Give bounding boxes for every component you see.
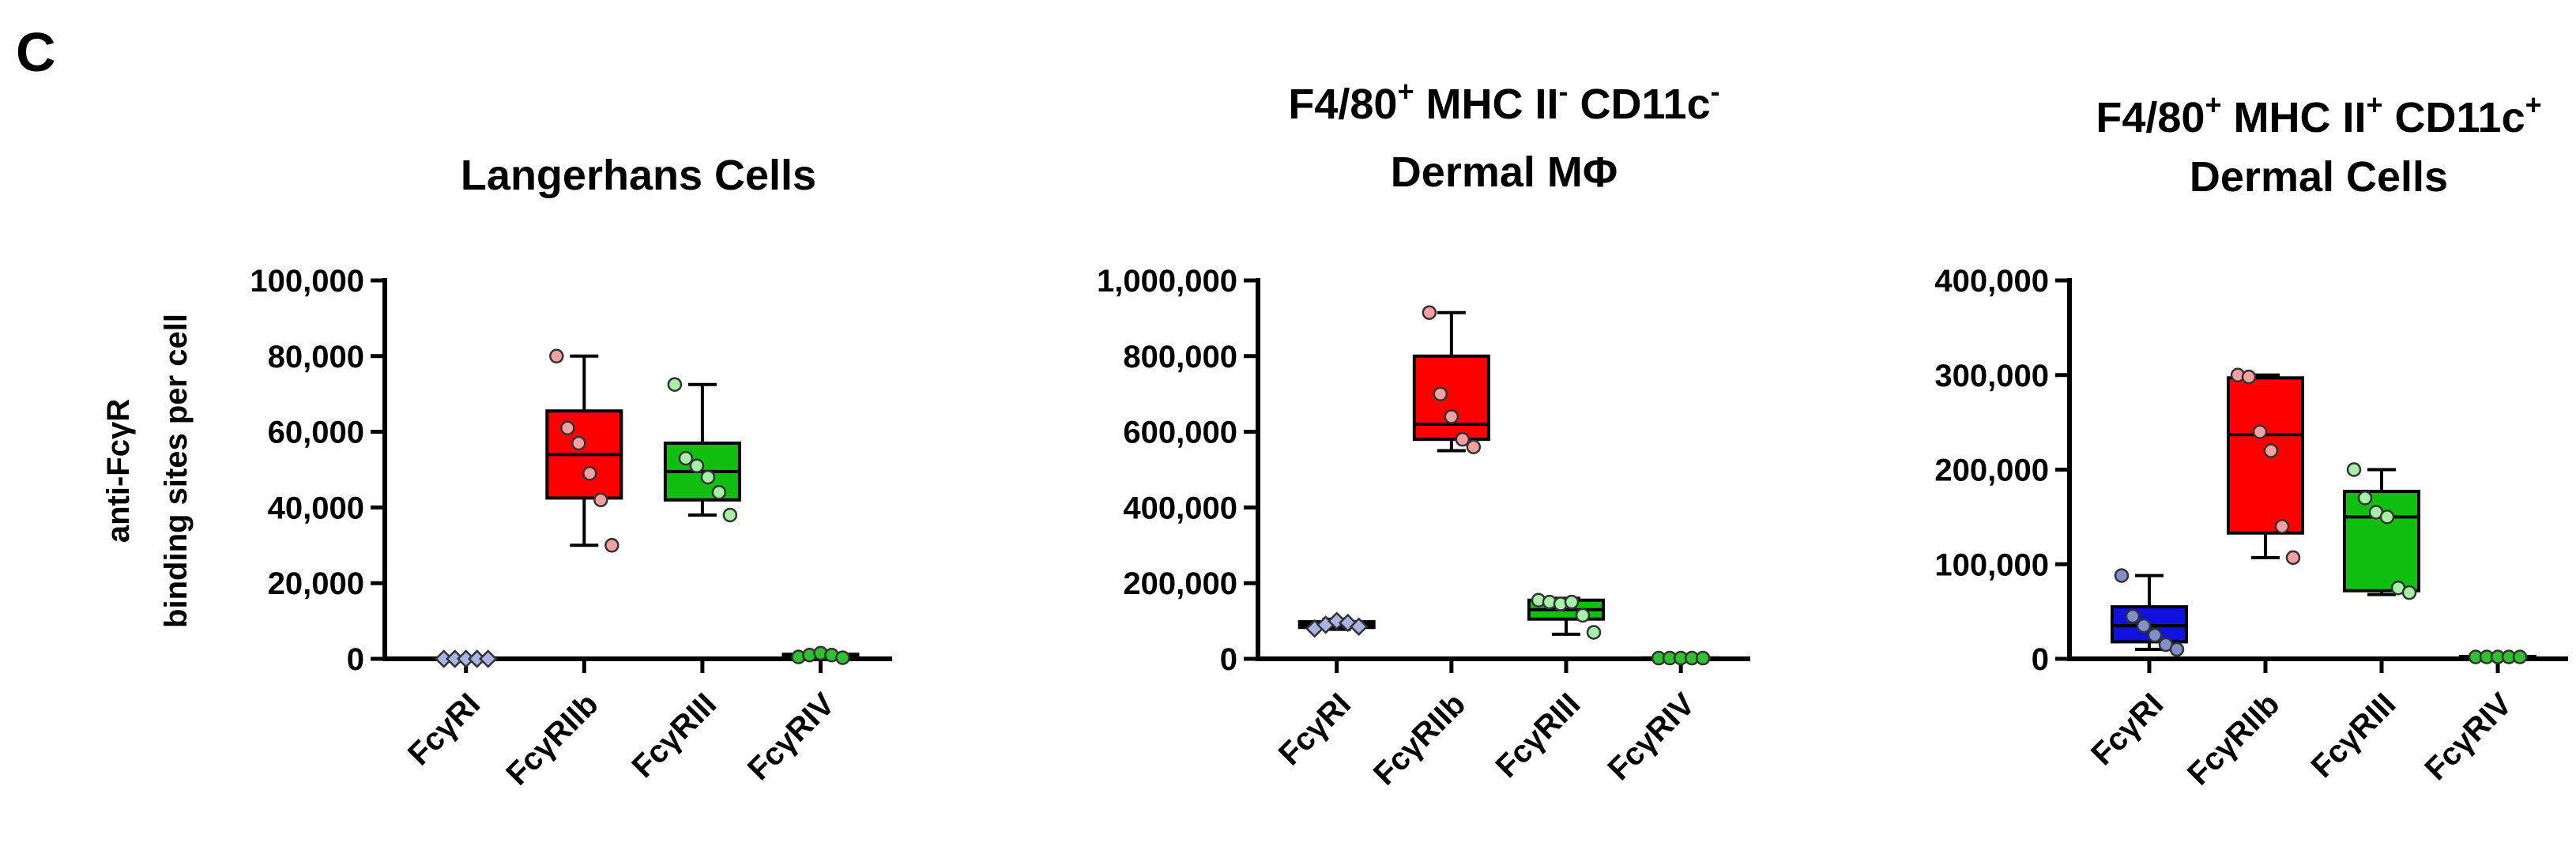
y-tick-label: 0 (347, 642, 364, 677)
title-part: MHC II (1414, 81, 1559, 128)
data-point (582, 466, 597, 481)
x-tick-label: FcγRIII (1489, 686, 1587, 784)
data-point (1455, 431, 1471, 447)
x-tick-label: FcγRIIb (2181, 686, 2286, 792)
title-part: + (2205, 88, 2221, 121)
x-tick-label: FcγRIII (625, 686, 723, 784)
data-point (478, 649, 498, 668)
title-part: + (1397, 75, 1414, 107)
y-tick-label: 60,000 (268, 416, 364, 450)
data-point (711, 484, 727, 500)
data-point (2263, 443, 2279, 458)
data-point (2136, 618, 2152, 634)
y-tick-label: 400,000 (1123, 491, 1237, 525)
title-part: F4/80 (1288, 81, 1397, 128)
data-point (2169, 641, 2185, 657)
title-part: CD11c (1569, 81, 1711, 128)
x-tick-label: FcγRIIb (499, 686, 604, 792)
x-tick-label: FcγRIV (741, 686, 842, 787)
data-point (1422, 305, 1437, 320)
y-axis-label: binding sites per cell (159, 314, 194, 628)
title-part: Dermal MΦ (1391, 149, 1618, 196)
y-tick-label: 40,000 (268, 491, 364, 525)
data-point (2114, 568, 2130, 583)
y-tick-label: 600,000 (1123, 416, 1237, 450)
data-point (2274, 519, 2290, 534)
data-point (2512, 649, 2528, 664)
data-point (1586, 625, 1602, 640)
data-point (689, 458, 705, 473)
y-tick-label: 300,000 (1934, 359, 2049, 393)
data-point (2357, 491, 2373, 506)
data-point (1564, 594, 1580, 610)
data-point (700, 469, 716, 485)
title-part: - (1559, 75, 1569, 107)
y-tick-label: 100,000 (1934, 547, 2049, 582)
title-part: CD11c (2383, 94, 2525, 141)
chart-title: F4/80+ MHC II- CD11c- (1288, 75, 1719, 128)
title-part: Dermal Cells (2190, 153, 2448, 201)
panel-letter: C (16, 21, 56, 83)
data-point (2346, 462, 2362, 477)
title-part: - (1711, 75, 1720, 107)
x-tick-label: FcγRIV (2418, 686, 2518, 787)
data-point (2285, 550, 2301, 566)
y-tick-label: 800,000 (1123, 340, 1237, 374)
title-part: Langerhans Cells (461, 152, 816, 199)
chart-title: Dermal Cells (2190, 153, 2448, 201)
y-tick-label: 100,000 (250, 264, 364, 299)
data-point (1349, 617, 1369, 637)
data-point (678, 450, 694, 466)
data-point (1575, 607, 1591, 623)
data-point (1444, 409, 1459, 424)
data-point (1466, 439, 1482, 455)
data-point (571, 435, 586, 451)
x-tick-label: FcγRI (401, 686, 487, 772)
data-point (560, 420, 575, 436)
x-tick-label: FcγRIII (2305, 686, 2403, 784)
data-point (722, 507, 738, 523)
data-point (1695, 650, 1711, 666)
y-tick-label: 80,000 (268, 340, 364, 374)
y-tick-label: 1,000,000 (1097, 264, 1237, 299)
data-point (2252, 424, 2268, 439)
data-point (835, 650, 850, 665)
data-point (2379, 510, 2395, 525)
x-tick-label: FcγRIIb (1367, 686, 1472, 792)
y-tick-label: 200,000 (1934, 453, 2049, 488)
data-point (2147, 627, 2163, 643)
data-point (549, 348, 564, 364)
title-part: F4/80 (2096, 94, 2205, 141)
y-tick-label: 400,000 (1934, 264, 2049, 299)
chart-title: Dermal MΦ (1391, 149, 1618, 196)
x-tick-label: FcγRI (1272, 686, 1358, 772)
x-tick-label: FcγRI (2085, 686, 2170, 772)
chart-title: Langerhans Cells (461, 152, 816, 199)
data-point (1433, 386, 1448, 401)
title-part: MHC II (2221, 94, 2366, 141)
x-tick-label: FcγRIV (1602, 686, 1702, 787)
box (2343, 490, 2421, 592)
y-tick-label: 200,000 (1123, 566, 1237, 601)
data-point (667, 377, 683, 392)
data-point (2241, 369, 2257, 385)
data-point (593, 492, 608, 508)
data-point (2125, 608, 2141, 624)
box (1412, 354, 1490, 442)
title-part: + (2366, 88, 2382, 121)
data-point (604, 538, 620, 553)
y-tick-label: 0 (1220, 642, 1237, 677)
y-tick-label: 20,000 (268, 566, 364, 601)
chart-title: F4/80+ MHC II+ CD11c+ (2096, 88, 2541, 141)
data-point (2401, 585, 2417, 600)
y-axis-label: anti-FcγR (101, 399, 136, 543)
y-tick-label: 0 (2032, 642, 2049, 677)
title-part: + (2525, 88, 2542, 121)
